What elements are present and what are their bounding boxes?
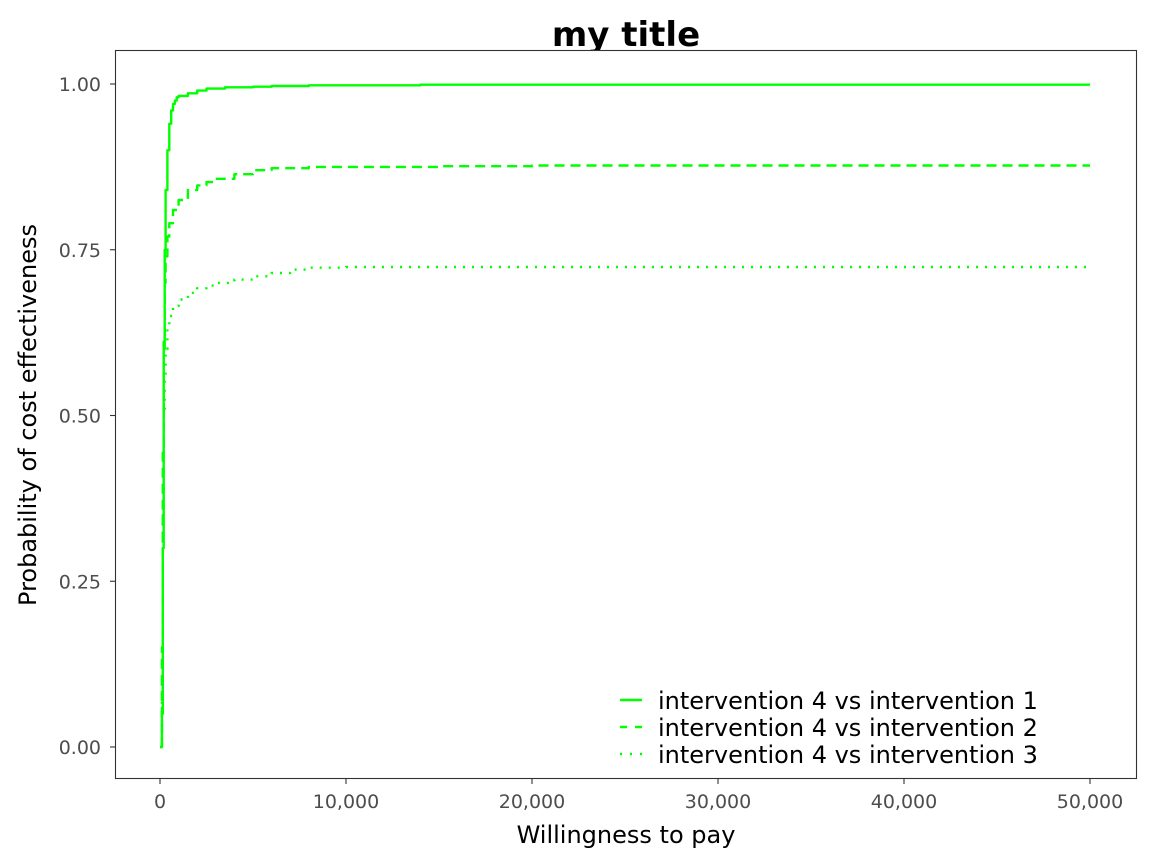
legend-label-1: intervention 4 vs intervention 1 (658, 687, 1038, 715)
x-axis: 0 10,000 20,000 30,000 40,000 50,000 (154, 778, 1123, 813)
y-axis: 0.00 0.25 0.50 0.75 1.00 (59, 74, 116, 759)
x-tick-label: 50,000 (1057, 791, 1123, 813)
plot-panel (114, 49, 1138, 780)
y-tick-label: 0.00 (59, 737, 101, 759)
series-line-3 (160, 265, 1090, 749)
chart-title: my title (552, 15, 700, 55)
series-line-2 (160, 164, 1090, 749)
y-tick-label: 0.25 (59, 571, 101, 593)
x-tick-label: 20,000 (499, 791, 565, 813)
y-tick-label: 1.00 (59, 74, 101, 96)
legend-label-3: intervention 4 vs intervention 3 (658, 741, 1038, 769)
y-axis-title: Probability of cost effectiveness (14, 224, 42, 606)
x-axis-title: Willingness to pay (517, 821, 736, 849)
series-layer (160, 83, 1090, 749)
x-tick-label: 10,000 (313, 791, 379, 813)
x-tick-label: 40,000 (871, 791, 937, 813)
x-tick-label: 30,000 (685, 791, 751, 813)
x-tick-label: 0 (154, 791, 166, 813)
y-tick-label: 0.75 (59, 240, 101, 262)
y-tick-label: 0.50 (59, 406, 101, 428)
legend-label-2: intervention 4 vs intervention 2 (658, 714, 1038, 742)
legend: intervention 4 vs intervention 1interven… (620, 687, 1038, 769)
